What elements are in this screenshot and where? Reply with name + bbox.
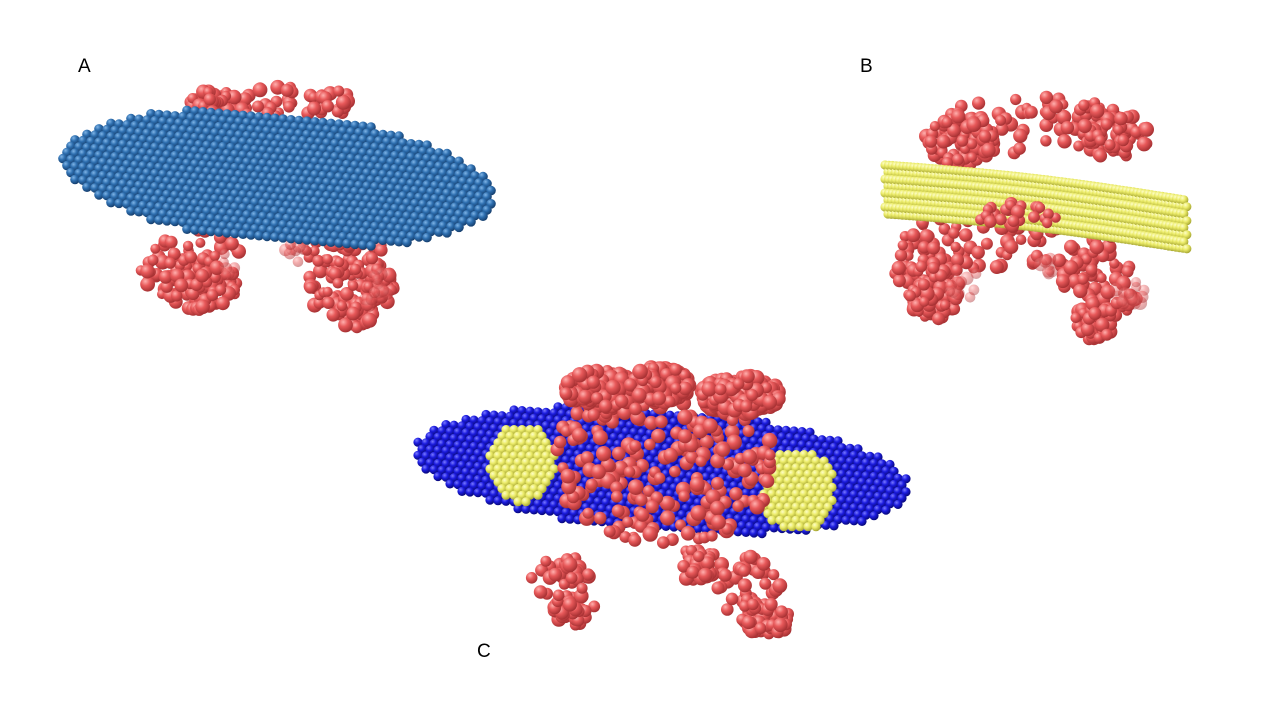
panel-a-protein-bottom (135, 223, 400, 334)
panel-a-nanodisc (58, 79, 496, 334)
panel-label-a: A (78, 56, 91, 77)
panel-b-yellow-belt (880, 160, 1192, 254)
panel-label-c: C (477, 641, 491, 662)
panel-a-blue-disc (58, 105, 496, 251)
panel-c-yellow-lipid (485, 425, 837, 532)
panel-b-protein (889, 90, 1154, 346)
panel-c-protein (525, 360, 795, 640)
panel-c-nanodisc (413, 360, 911, 640)
panel-label-b: B (860, 56, 873, 77)
panel-b-nanodisc (880, 90, 1192, 346)
panel-b-protein-front (975, 197, 1061, 233)
